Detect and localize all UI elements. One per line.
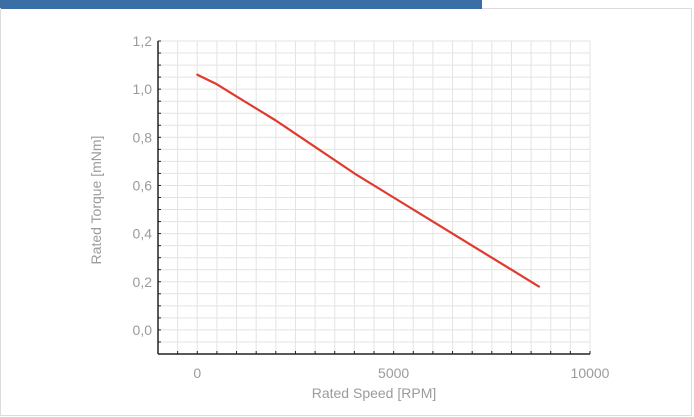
panel-border-top	[482, 8, 692, 9]
series	[196, 73, 541, 288]
panel-border	[0, 8, 692, 416]
y-tick-label: 0,6	[133, 177, 153, 193]
x-tick-label: 0	[193, 365, 201, 381]
y-tick-label: 0,2	[133, 274, 153, 290]
y-tick-label: 1,2	[133, 33, 153, 49]
y-tick-label: 0,0	[133, 322, 153, 338]
x-axis-title: Rated Speed [RPM]	[312, 385, 437, 401]
x-tick-label: 5000	[378, 365, 409, 381]
y-tick-label: 0,4	[133, 226, 153, 242]
panel-header-bar	[0, 0, 482, 9]
x-tick-label: 10000	[571, 365, 610, 381]
y-tick-label: 0,8	[133, 129, 153, 145]
grid	[158, 40, 591, 354]
tick-labels: 0 5000 10000 0,0 0,2 0,4 0,6 0,8 1,0 1,2	[133, 33, 610, 381]
y-tick-label: 1,0	[133, 81, 153, 97]
torque-speed-line	[196, 73, 541, 288]
y-axis-title: Rated Torque [mNm]	[88, 136, 104, 265]
axes	[157, 40, 591, 355]
